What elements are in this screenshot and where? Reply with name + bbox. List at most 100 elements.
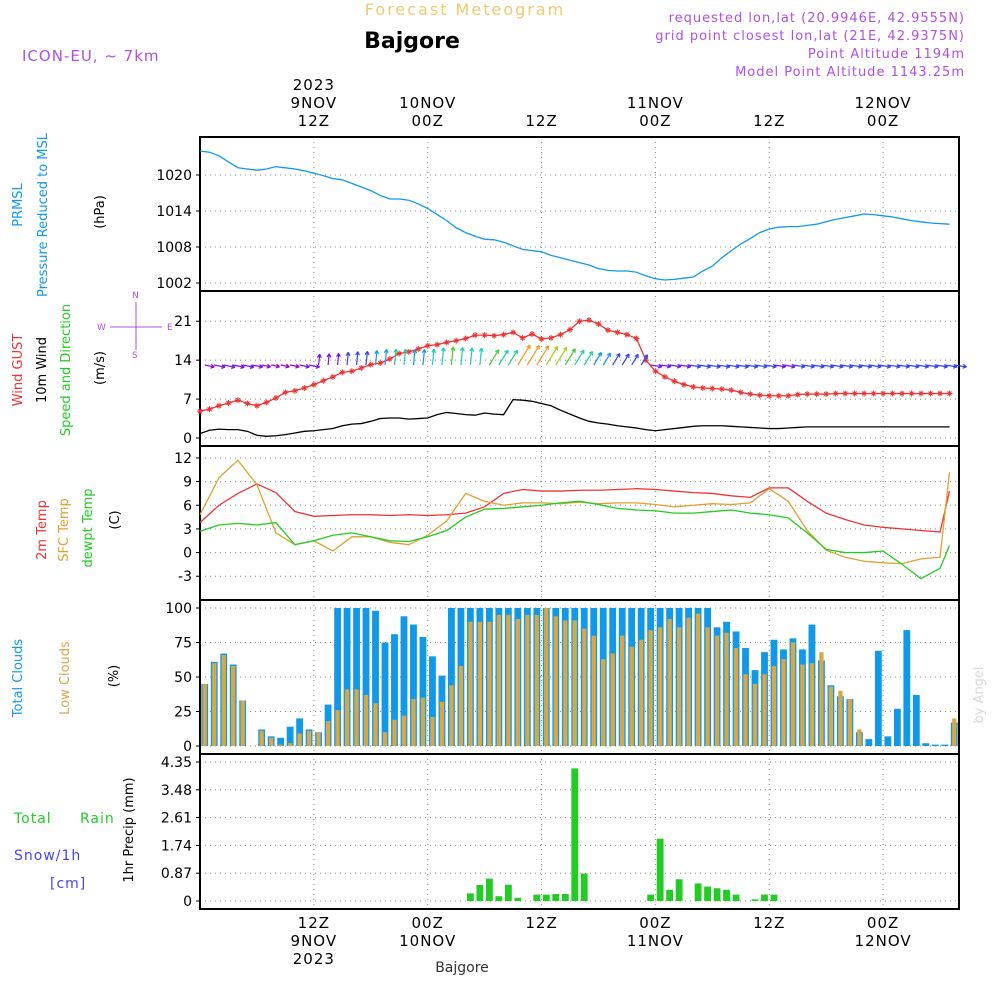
sfc-label: SFC Temp — [57, 498, 72, 562]
wind-arrow — [374, 350, 378, 366]
wind-arrow-head — [440, 347, 446, 352]
wind-arrow — [223, 364, 236, 368]
wind-arrow — [878, 364, 891, 368]
gust-marker — [709, 385, 716, 392]
time-label: 10NOV — [399, 94, 456, 112]
wind-arrow — [393, 349, 397, 366]
time-label: 11NOV — [627, 932, 684, 950]
low-cloud-bar — [847, 699, 853, 746]
low-cloud-bar — [316, 732, 321, 746]
y-tick-label: 0 — [183, 894, 192, 910]
wind-panel: 0 7 14 21 — [174, 290, 967, 447]
gust-marker — [339, 369, 346, 376]
gust-marker — [206, 406, 213, 413]
wind-arrow — [507, 349, 518, 366]
wind-arrow — [954, 364, 967, 368]
wind-arrow — [431, 349, 435, 366]
product-title: Forecast Meteogram — [365, 0, 565, 19]
low-cloud-bar — [306, 730, 312, 746]
rain-label-2: Rain — [80, 811, 115, 827]
wind-arrow — [859, 364, 872, 368]
wind-arrow-head — [285, 363, 290, 369]
temperature-panel: -3 0 3 6 9 12 — [174, 445, 960, 601]
rain-bar — [495, 896, 503, 901]
cloud-labels: Total Clouds Low Clouds (%) — [11, 639, 122, 719]
low-cloud-bar — [259, 730, 264, 746]
total-cloud-bar — [372, 610, 379, 746]
precip-ylabel: 1hr Precip (mm) — [122, 777, 137, 882]
wind-arrow-head — [962, 363, 967, 369]
total-cloud-bar — [400, 616, 408, 746]
series-line — [199, 459, 951, 565]
series-line — [199, 483, 951, 533]
low-cloud-bar — [202, 683, 207, 746]
wind-arrow-head — [450, 346, 456, 351]
total-cloud-bar — [448, 608, 455, 746]
low-cloud-bar — [515, 619, 520, 746]
gust-marker — [244, 400, 251, 407]
wind-arrow — [698, 364, 711, 368]
gust-marker — [348, 368, 355, 375]
total-cloud-bar — [296, 718, 304, 746]
low-cloud-bar — [686, 617, 691, 746]
precip-labels: Total Rain Snow/1h [cm] 1hr Precip (mm) — [13, 777, 137, 892]
wind-arrow-head — [571, 348, 576, 353]
gust-marker — [889, 390, 896, 397]
y-tick-label: 21 — [174, 314, 192, 330]
gust-marker — [197, 408, 203, 415]
rain-bar — [761, 894, 768, 901]
wind-arrow — [669, 364, 681, 368]
gust-marker — [500, 331, 507, 338]
wind-arrow — [916, 364, 929, 368]
wind-arrow-head — [459, 347, 465, 352]
wind-arrow — [327, 353, 330, 366]
wind-arrow-head — [666, 363, 672, 369]
series-line — [199, 398, 950, 437]
low-cloud-bar — [838, 690, 843, 746]
pressure-labels: PRMSL Pressure Reduced to MSL (hPa) — [11, 132, 108, 297]
low-cloud-bar — [287, 743, 293, 746]
wind-arrow — [602, 352, 612, 366]
gust-marker — [377, 359, 384, 366]
wind-arrow-head — [364, 351, 370, 356]
wind-arrow-head — [374, 350, 380, 355]
gust-marker — [718, 386, 725, 393]
total-cloud-bar — [391, 634, 398, 746]
gust-label: Wind GUST — [11, 334, 26, 407]
total-cloud-bar — [912, 694, 920, 746]
wind-arrow — [214, 364, 226, 368]
time-label: 00Z — [639, 914, 671, 932]
time-label: 12Z — [298, 914, 330, 932]
time-label: 12NOV — [855, 932, 912, 950]
wind-arrow-head — [513, 349, 518, 355]
gust-marker — [424, 342, 431, 349]
time-label: 12Z — [525, 914, 557, 932]
wind-arrow — [650, 364, 662, 368]
wind-arrow-head — [210, 363, 215, 369]
snow-label: Snow/1h — [14, 848, 81, 864]
wind-arrow-head — [316, 353, 322, 359]
wind-arrow-head — [634, 353, 639, 359]
wind-arrow — [242, 364, 254, 368]
low-cloud-bar — [800, 664, 805, 746]
total-cloud-bar — [353, 608, 360, 746]
gust-marker — [728, 387, 735, 394]
gust-marker — [519, 334, 526, 341]
gust-marker — [415, 346, 422, 353]
wind-arrow-head — [469, 347, 475, 352]
wind-arrow — [640, 354, 648, 366]
low-cloud-bar — [790, 642, 796, 746]
wind-arrow — [868, 364, 882, 368]
wind-arrow-head — [305, 363, 310, 369]
precipitation-frame — [199, 753, 960, 910]
y-tick-label: 9 — [183, 475, 192, 491]
wind-arrow-head — [266, 363, 271, 369]
wind-arrow — [574, 349, 585, 366]
wind-arrow — [925, 364, 939, 368]
gust-marker — [595, 321, 602, 328]
wind-arrow — [660, 364, 671, 368]
time-label: 2023 — [293, 950, 335, 968]
wind-arrow — [233, 364, 245, 368]
gust-marker — [358, 364, 365, 371]
wind-arrow — [840, 364, 853, 368]
